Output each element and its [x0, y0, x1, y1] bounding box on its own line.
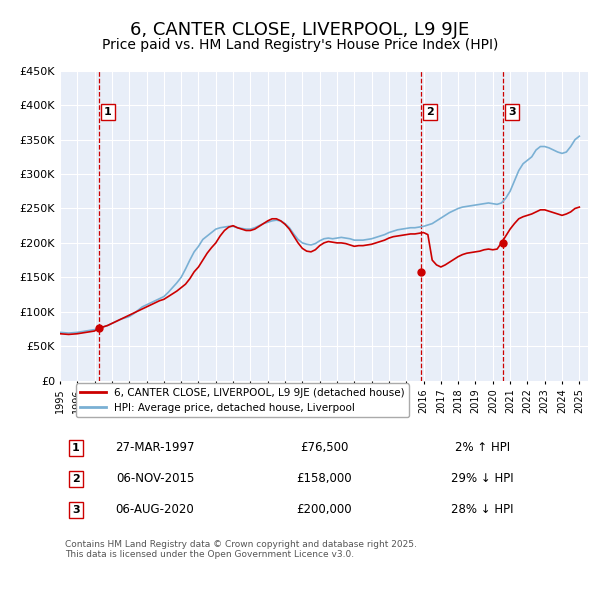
Text: 06-AUG-2020: 06-AUG-2020	[116, 503, 194, 516]
Text: 27-MAR-1997: 27-MAR-1997	[115, 441, 195, 454]
Text: 2: 2	[426, 107, 434, 117]
Text: Price paid vs. HM Land Registry's House Price Index (HPI): Price paid vs. HM Land Registry's House …	[102, 38, 498, 53]
Text: 6, CANTER CLOSE, LIVERPOOL, L9 9JE: 6, CANTER CLOSE, LIVERPOOL, L9 9JE	[130, 21, 470, 39]
Text: 29% ↓ HPI: 29% ↓ HPI	[451, 473, 514, 486]
Text: 28% ↓ HPI: 28% ↓ HPI	[451, 503, 514, 516]
Text: 2% ↑ HPI: 2% ↑ HPI	[455, 441, 510, 454]
Text: 06-NOV-2015: 06-NOV-2015	[116, 473, 194, 486]
Text: 3: 3	[72, 505, 80, 515]
Text: £158,000: £158,000	[296, 473, 352, 486]
Text: 1: 1	[104, 107, 112, 117]
Text: 1: 1	[72, 443, 80, 453]
Text: 2: 2	[72, 474, 80, 484]
Text: £76,500: £76,500	[300, 441, 348, 454]
Legend: 6, CANTER CLOSE, LIVERPOOL, L9 9JE (detached house), HPI: Average price, detache: 6, CANTER CLOSE, LIVERPOOL, L9 9JE (deta…	[76, 384, 409, 417]
Text: £200,000: £200,000	[296, 503, 352, 516]
Text: Contains HM Land Registry data © Crown copyright and database right 2025.
This d: Contains HM Land Registry data © Crown c…	[65, 540, 417, 559]
Text: 3: 3	[508, 107, 516, 117]
